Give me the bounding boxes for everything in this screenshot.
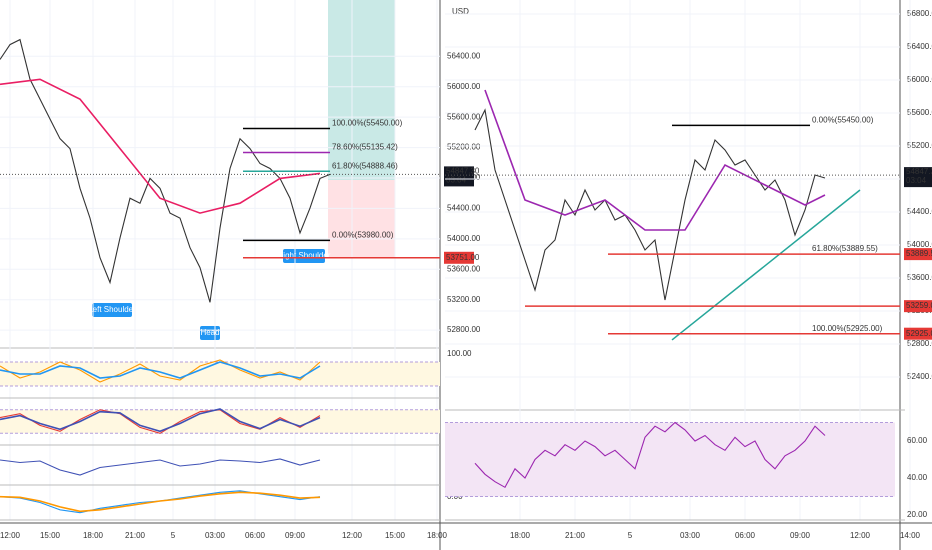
series-line bbox=[474, 421, 826, 489]
x-tick-label: 21:00 bbox=[125, 531, 146, 540]
axis-price-box bbox=[904, 327, 932, 340]
annotation: Head bbox=[200, 328, 219, 337]
label-box bbox=[283, 249, 325, 263]
price-label: 54847.30 bbox=[906, 167, 932, 176]
axis-price-box bbox=[904, 248, 932, 261]
series-line bbox=[0, 458, 321, 476]
x-tick-label: 15:00 bbox=[385, 531, 406, 540]
axis-price-label: 53751.00 bbox=[446, 253, 480, 262]
x-tick-label: 12:00 bbox=[0, 531, 21, 540]
series-line bbox=[474, 108, 826, 301]
y-tick-label: 56800.00 bbox=[907, 9, 932, 18]
price-label: 54847.30 bbox=[446, 167, 480, 176]
price-box bbox=[904, 167, 932, 188]
band bbox=[0, 409, 440, 434]
position-loss-zone bbox=[328, 180, 395, 258]
pattern-labels: Left Shoulder Head Right Shoulder bbox=[88, 249, 331, 340]
x-tick-label: 15:00 bbox=[40, 531, 61, 540]
y-tick-label: 55600.00 bbox=[447, 112, 481, 121]
y-tick-label: 55200.00 bbox=[447, 143, 481, 152]
x-tick-label: 12:00 bbox=[850, 531, 871, 540]
price-box bbox=[444, 166, 474, 187]
level-label: 61.80%(53889.55) bbox=[812, 244, 878, 253]
y-tick-label: 56400.00 bbox=[447, 51, 481, 60]
y-tick-label: 52800.00 bbox=[447, 325, 481, 334]
y-tick-label: 52800.00 bbox=[907, 339, 932, 348]
y-tick-label: 54400.00 bbox=[447, 204, 481, 213]
series-line bbox=[0, 491, 321, 513]
y-tick-label: 54400.00 bbox=[907, 207, 932, 216]
y-tick-label: 100.00 bbox=[447, 349, 472, 358]
y-tick-label: 53600.00 bbox=[447, 264, 481, 273]
y-tick-label: 52400.00 bbox=[907, 372, 932, 381]
y-tick-label: 54000.00 bbox=[447, 234, 481, 243]
y-tick-label: 53200.00 bbox=[447, 295, 481, 304]
x-tick-label: 06:00 bbox=[245, 531, 266, 540]
price-time: 03:04 bbox=[906, 176, 927, 185]
y-tick-label: 55200.00 bbox=[907, 141, 932, 150]
level-label: 100.00%(55450.00) bbox=[332, 119, 403, 128]
axis-price-label: 53259.00 bbox=[906, 301, 932, 310]
y-tick-label: 40.00 bbox=[907, 473, 928, 482]
level-label: 0.00%(53980.00) bbox=[332, 230, 394, 239]
y-tick-label: 56400.00 bbox=[907, 42, 932, 51]
x-tick-label: 09:00 bbox=[285, 531, 306, 540]
x-tick-label: 18:00 bbox=[83, 531, 104, 540]
axis-price-label: 53889.55 bbox=[906, 249, 932, 258]
annotation: Right Shoulder bbox=[278, 251, 331, 260]
axis-price-label: 52925.00 bbox=[906, 329, 932, 338]
x-tick-label: 06:00 bbox=[735, 531, 756, 540]
y-tick-label: 53600.00 bbox=[907, 273, 932, 282]
x-tick-label: 03:00 bbox=[680, 531, 701, 540]
x-tick-label: 03:00 bbox=[205, 531, 226, 540]
series-line bbox=[0, 361, 321, 379]
x-tick-label: 14:00 bbox=[900, 531, 921, 540]
y-tick-label: 55600.00 bbox=[907, 108, 932, 117]
level-label: 61.80%(54888.46) bbox=[332, 161, 398, 170]
series-line bbox=[484, 89, 826, 231]
level-label: 100.00%(52925.00) bbox=[812, 324, 883, 333]
y-tick-label: 56000.00 bbox=[907, 75, 932, 84]
label-box bbox=[92, 303, 132, 317]
x-tick-label: 18:00 bbox=[510, 531, 531, 540]
level-label: 0.00%(55450.00) bbox=[812, 116, 874, 125]
price-time: 03:04 bbox=[446, 176, 467, 185]
y-tick-label: 56000.00 bbox=[447, 82, 481, 91]
x-tick-label: 09:00 bbox=[790, 531, 811, 540]
x-tick-label: 12:00 bbox=[342, 531, 363, 540]
x-tick-label: 5 bbox=[628, 531, 633, 540]
axis-price-box bbox=[904, 300, 932, 313]
annotation: Left Shoulder bbox=[88, 305, 136, 314]
band bbox=[445, 422, 895, 497]
series-line bbox=[0, 78, 321, 214]
y-tick-label: 54000.00 bbox=[907, 240, 932, 249]
band bbox=[0, 362, 440, 386]
y-tick-label: 20.00 bbox=[907, 510, 928, 519]
trend-line bbox=[671, 189, 861, 341]
x-tick-label: 5 bbox=[171, 531, 176, 540]
x-tick-label: 21:00 bbox=[565, 531, 586, 540]
series-line bbox=[0, 408, 321, 433]
y-tick-label: 60.00 bbox=[907, 436, 928, 445]
position-profit-zone bbox=[328, 0, 395, 180]
axis-price-box bbox=[444, 251, 474, 264]
currency: USD bbox=[452, 7, 469, 16]
level-label: 78.60%(55135.42) bbox=[332, 143, 398, 152]
x-tick-label: 18:00 bbox=[427, 531, 448, 540]
